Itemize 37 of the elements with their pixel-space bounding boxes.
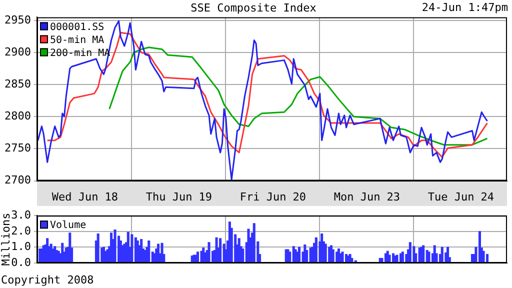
bar xyxy=(388,254,391,263)
y-tick-label: 1.0 xyxy=(11,240,31,254)
y-tick-label: 2800 xyxy=(4,110,31,123)
y-tick-label: 2700 xyxy=(4,174,31,187)
text: Copyright 2008 xyxy=(1,273,94,286)
bar xyxy=(252,223,256,263)
legend-label: 000001.SS xyxy=(50,22,104,33)
x-tick-label: Mon Jun 23 xyxy=(334,190,400,204)
y-tick-label: 2.0 xyxy=(11,224,31,238)
bar xyxy=(96,233,100,263)
x-tick-label: Tue Jun 24 xyxy=(428,190,494,204)
bar xyxy=(324,244,327,263)
bar xyxy=(219,238,222,263)
y-tick-label: 2950 xyxy=(4,13,31,26)
y-tick-label: 2850 xyxy=(4,77,31,90)
bar xyxy=(440,246,444,263)
x-tick-label: Fri Jun 20 xyxy=(240,190,306,204)
legend-label: Volume xyxy=(50,220,86,232)
bar xyxy=(130,234,134,263)
legend-label: 50-min MA xyxy=(50,34,104,46)
bar xyxy=(196,252,200,263)
bar xyxy=(314,237,318,263)
bar xyxy=(114,229,116,263)
bar xyxy=(332,249,334,263)
y-tick-label: 3.0 xyxy=(11,208,31,222)
chart-title: SSE Composite Index xyxy=(190,1,317,14)
bar xyxy=(298,246,301,263)
bar xyxy=(208,242,210,263)
bar xyxy=(408,242,412,263)
x-tick-label: Wed Jun 18 xyxy=(52,190,118,204)
text: 24-Jun 1:47pm xyxy=(422,0,508,14)
x-tick-label: Thu Jun 19 xyxy=(146,190,212,204)
bar xyxy=(148,240,150,263)
y-tick-label: 0.0 xyxy=(11,256,31,269)
y-tick-label: 2900 xyxy=(4,45,31,58)
y-tick-label: 2750 xyxy=(4,142,31,155)
y-axis-title: Millions xyxy=(0,212,12,266)
